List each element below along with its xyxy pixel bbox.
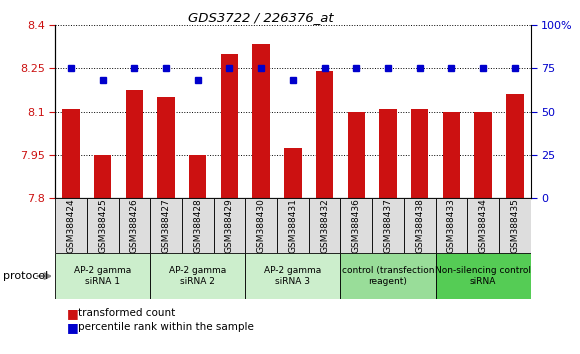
Bar <box>189 155 206 198</box>
Bar <box>94 155 111 198</box>
Text: GSM388430: GSM388430 <box>257 198 266 253</box>
Text: GSM388436: GSM388436 <box>352 198 361 253</box>
Text: GDS3722 / 226376_at: GDS3722 / 226376_at <box>188 11 334 24</box>
Bar <box>340 198 372 253</box>
Bar <box>213 198 245 253</box>
Bar <box>316 71 334 198</box>
Bar <box>277 198 309 253</box>
Bar <box>157 97 175 198</box>
Bar <box>411 109 429 198</box>
Text: GSM388428: GSM388428 <box>193 198 202 253</box>
Bar <box>245 253 340 299</box>
Text: GSM388437: GSM388437 <box>383 198 393 253</box>
Bar <box>499 198 531 253</box>
Text: GSM388435: GSM388435 <box>510 198 519 253</box>
Bar <box>443 112 460 198</box>
Bar <box>150 253 245 299</box>
Text: transformed count: transformed count <box>78 308 176 318</box>
Bar <box>404 198 436 253</box>
Bar <box>55 253 150 299</box>
Bar <box>62 109 79 198</box>
Bar <box>126 90 143 198</box>
Bar <box>436 253 531 299</box>
Text: protocol: protocol <box>3 271 48 281</box>
Text: GSM388425: GSM388425 <box>98 198 107 253</box>
Bar <box>252 44 270 198</box>
Bar <box>150 198 182 253</box>
Bar <box>372 198 404 253</box>
Text: GSM388429: GSM388429 <box>225 198 234 253</box>
Bar <box>506 94 524 198</box>
Bar <box>467 198 499 253</box>
Text: GSM388431: GSM388431 <box>288 198 298 253</box>
Bar <box>436 198 467 253</box>
Bar <box>55 198 87 253</box>
Bar <box>340 253 436 299</box>
Bar <box>474 112 492 198</box>
Text: GSM388438: GSM388438 <box>415 198 424 253</box>
Text: GSM388434: GSM388434 <box>478 198 488 253</box>
Text: percentile rank within the sample: percentile rank within the sample <box>78 322 254 332</box>
Bar <box>284 148 302 198</box>
Bar <box>245 198 277 253</box>
Text: ■: ■ <box>67 307 78 320</box>
Bar <box>87 198 118 253</box>
Text: AP-2 gamma
siRNA 1: AP-2 gamma siRNA 1 <box>74 267 131 286</box>
Bar <box>347 112 365 198</box>
Bar <box>118 198 150 253</box>
Bar <box>221 54 238 198</box>
Text: GSM388432: GSM388432 <box>320 198 329 253</box>
Bar <box>309 198 340 253</box>
Text: AP-2 gamma
siRNA 2: AP-2 gamma siRNA 2 <box>169 267 226 286</box>
Bar <box>379 109 397 198</box>
Bar <box>182 198 213 253</box>
Text: GSM388424: GSM388424 <box>67 198 75 253</box>
Text: GSM388426: GSM388426 <box>130 198 139 253</box>
Text: ■: ■ <box>67 321 78 334</box>
Text: control (transfection
reagent): control (transfection reagent) <box>342 267 434 286</box>
Text: Non-silencing control
siRNA: Non-silencing control siRNA <box>435 267 531 286</box>
Text: GSM388427: GSM388427 <box>162 198 171 253</box>
Text: AP-2 gamma
siRNA 3: AP-2 gamma siRNA 3 <box>264 267 321 286</box>
Text: GSM388433: GSM388433 <box>447 198 456 253</box>
